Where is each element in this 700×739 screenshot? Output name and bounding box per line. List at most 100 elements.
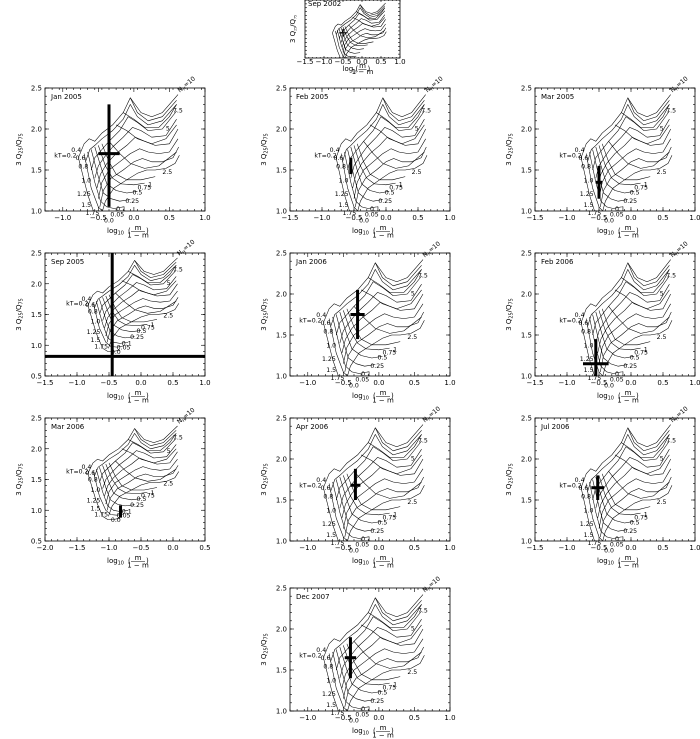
x-tick-label: −0.5: [101, 379, 118, 387]
nh-curve-0-05: [83, 153, 103, 211]
y-axis-label: 3 Q25/Q75: [505, 463, 515, 496]
measurement-marker: [591, 475, 605, 500]
kt-value-label: 0.6: [85, 302, 95, 309]
nh-curve-0-25: [335, 479, 376, 532]
plot-frame: [534, 87, 696, 212]
nh-value-label: 0.75: [634, 350, 648, 357]
kt-value-label: 0.4: [575, 147, 585, 154]
kt-curve-0-2: [580, 262, 670, 323]
nh-value-label: 0.1: [122, 508, 132, 515]
nh-label: NH=10: [669, 405, 690, 424]
nh-value-label: 1: [151, 322, 155, 329]
svg-text:1 − m: 1 − m: [372, 562, 394, 570]
kt-value-label: kT=0.2: [559, 153, 581, 160]
svg-text:m: m: [380, 554, 387, 562]
svg-text:): ): [146, 392, 149, 400]
y-tick-label: 2.5: [31, 85, 42, 93]
x-tick-label: 1.0: [689, 544, 700, 552]
svg-text:log10: log10: [107, 557, 124, 567]
x-axis-label: log10 (m1 − m): [107, 389, 149, 405]
kt-value-label: 0.8: [336, 163, 346, 170]
panel-title: Apr 2006: [296, 423, 329, 431]
nh-curve-0-0: [335, 157, 350, 211]
kt-curve-1-25: [353, 138, 426, 199]
kt-value-label: 1.75: [342, 210, 356, 217]
y-tick-label: 1.0: [521, 373, 532, 381]
nh-curve-7-5: [123, 104, 177, 128]
plot-area: −2.0 −1.5 −1.0 −0.5 0.0 0.5 0.5 1.0 1.5 2.0 2.5 Mar…: [15, 407, 211, 570]
y-axis-label: 3 Q25/Q75: [15, 463, 25, 496]
kt-curve-0-2: [323, 427, 422, 488]
kt-curve-0-4: [587, 269, 670, 327]
nh-value-label: 5: [167, 448, 171, 455]
svg-text:log10: log10: [597, 557, 614, 567]
nh-value-label: 0.1: [615, 536, 625, 543]
y-axis-label: 3 Q25/Q75: [260, 633, 270, 666]
nh-value-label: 5: [411, 626, 415, 633]
nh-value-label: 0.1: [116, 206, 126, 213]
nh-curve-0-5: [339, 476, 383, 524]
nh-value-label: 2.5: [657, 499, 667, 506]
chart-panel-mar2006: −2.0 −1.5 −1.0 −0.5 0.0 0.5 0.5 1.0 1.5 2.0 2.5 Mar…: [13, 407, 217, 570]
nh-value-label: 0.5: [630, 190, 640, 197]
y-tick-label: 1.5: [521, 332, 532, 340]
nh-curve-10: [627, 424, 671, 447]
kt-value-label: 0.8: [581, 163, 591, 170]
kt-curve-1-25: [98, 138, 179, 199]
nh-value-label: 0.0: [104, 217, 114, 224]
nh-value-label: 0.25: [370, 698, 384, 705]
nh-curve-5: [360, 289, 422, 310]
nh-value-label: 2.5: [657, 169, 667, 176]
kt-value-label: 1.0: [339, 177, 349, 184]
svg-text:): ): [146, 227, 149, 235]
kt-curve-0-8: [339, 449, 422, 509]
kt-value-label: 1.75: [331, 540, 345, 547]
x-tick-label: −1.0: [299, 544, 316, 552]
nh-value-label: 0.05: [610, 542, 624, 549]
x-axis-label: log10 (m1 − m): [352, 389, 394, 405]
kt-curve-0-2: [323, 597, 422, 658]
kt-curve-0-8: [102, 276, 177, 321]
panel-title: Jan 2005: [50, 93, 82, 101]
nh-curve-0-0: [78, 157, 94, 211]
x-tick-label: 0.5: [167, 379, 178, 387]
nh-label: NH=10: [176, 239, 197, 258]
nh-value-label: 0.1: [615, 206, 625, 213]
y-tick-label: 1.0: [31, 342, 42, 350]
kt-value-label: 1.25: [335, 191, 349, 198]
kt-value-label: 0.6: [579, 485, 589, 492]
nh-curve-0-0: [87, 473, 120, 520]
kt-value-label: 1.25: [322, 691, 336, 698]
plot-frame: [289, 87, 451, 212]
nh-curve-0-75: [598, 145, 641, 186]
x-tick-label: 1.0: [444, 544, 455, 552]
nh-value-label: 0.1: [615, 371, 625, 378]
nh-curve-0-75: [98, 145, 145, 186]
kt-value-label: 0.8: [323, 328, 333, 335]
model-grid: [580, 94, 673, 211]
svg-text:1 − m: 1 − m: [372, 232, 394, 240]
y-tick-label: 1.0: [276, 538, 287, 546]
kt-curve-0-8: [339, 284, 422, 344]
kt-value-label: 1.25: [322, 521, 336, 528]
nh-curve-7-5: [368, 604, 422, 628]
nh-curve-0-0: [580, 322, 595, 376]
panel-title: Jan 2006: [295, 258, 327, 266]
nh-curve-2-5: [608, 306, 670, 334]
chart-panel-jan2005: −1.0 −0.5 0.0 0.5 1.0 1.0 1.5 2.0 2.5 Jan 2005 3 Q…: [13, 75, 217, 239]
chart-panel-feb2005: −1.5 −1.0 −0.5 0.0 0.5 1.0 1.0 1.5 2.0 2.5 Feb 200…: [258, 75, 462, 240]
kt-value-label: 1.75: [331, 375, 345, 382]
plot-frame: [304, 0, 401, 59]
kt-curve-0-4: [330, 269, 422, 327]
nh-value-label: 0.1: [122, 340, 132, 347]
x-tick-label: −1.5: [527, 214, 544, 222]
measurement-marker: [45, 253, 205, 376]
y-tick-label: 1.0: [276, 373, 287, 381]
nh-curve-0-1: [87, 151, 124, 209]
kt-curve-2: [347, 485, 425, 541]
nh-value-label: 0.25: [370, 363, 384, 370]
nh-curve-10: [359, 2, 386, 14]
